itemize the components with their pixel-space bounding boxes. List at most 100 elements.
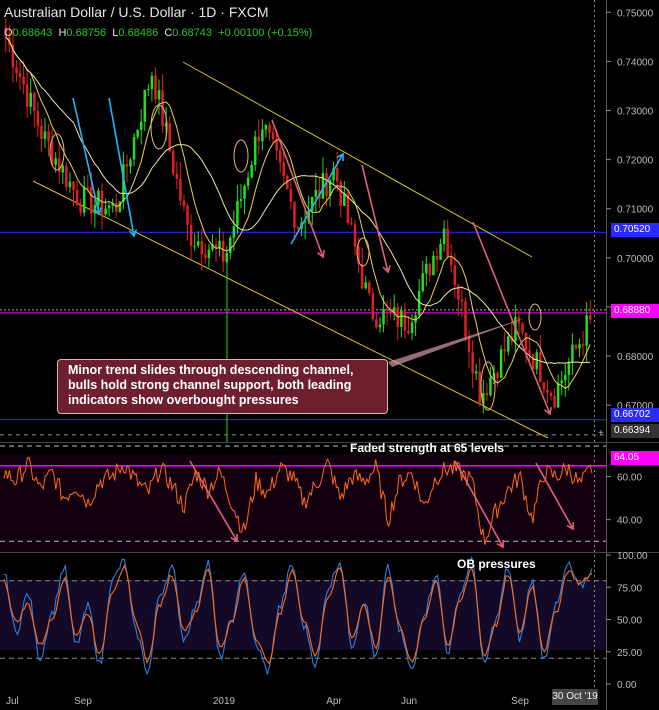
candle-body [136,129,139,137]
trend-arrow-head [336,152,344,162]
candle-body [18,73,22,77]
open-key: O [4,27,13,39]
rsi-value-tag: 64.05 [611,451,659,465]
candle-body [100,190,104,215]
candle-body [553,396,556,408]
chart-title: Australian Dollar / U.S. Dollar · 1D · F… [4,4,269,20]
candle-body [139,121,143,130]
candle-body [164,123,168,127]
channel-upper [182,61,533,258]
price-tick-label: 0.75000 [617,8,654,19]
trend-arrow-head [382,265,391,274]
trend-arrow [472,221,551,415]
candle-body [571,344,574,363]
candle-body [168,123,171,152]
candle-body [264,125,268,130]
candle-body [414,315,417,323]
candle-body [528,350,531,355]
candle-body [325,173,328,196]
candle-body [407,330,410,334]
candle-body [246,177,250,186]
candle-body [132,136,136,160]
high-key: H [58,27,67,39]
candle-body [250,164,253,178]
candle-body [143,90,147,122]
stoch-background [0,580,606,650]
trend-arrow [361,164,389,273]
candle-body [357,246,360,265]
candle-body [157,90,161,100]
candle-body [392,307,396,313]
rsi-arrow-head [566,521,575,531]
candle-body [161,90,164,127]
candle-body [61,165,65,173]
close-key: C [164,27,173,39]
candle-body [350,222,353,225]
candle-body [417,290,421,316]
candle-body [400,310,403,328]
candle-body [296,227,300,229]
candle-body [278,150,282,163]
candle-body [268,125,271,133]
trend-arrow-head [317,249,326,259]
time-axis: Jul Sep 2019 Apr Jun Sep [6,696,529,707]
candle-body [556,383,560,408]
stoch-annotation: OB pressures [457,557,536,571]
candle-body [189,224,193,246]
candle-body [567,362,571,375]
rsi-annotation: Faded strength at 65 levels [350,441,505,455]
stochastic-pane [0,555,606,676]
price-tick-label: 0.70000 [617,254,654,265]
candle-body [403,310,407,331]
candle-body [328,180,332,196]
candle-body [72,181,75,190]
candle-body [25,84,29,107]
candle-body [303,221,307,223]
crosshair-plus: + [598,428,604,439]
candle-body [118,201,122,212]
candle-body [129,159,132,167]
candle-body [207,249,211,258]
candle-body [332,168,335,181]
candle-body [574,344,578,349]
moving-average-line [5,36,591,390]
trend-arrow-head [93,207,102,216]
rsi-arrow [189,460,238,542]
candle-body [115,202,118,212]
candle-body [82,187,86,213]
candle-body [585,315,588,346]
candle-body [65,165,68,188]
candle-body [542,382,546,390]
highlight-ellipse [480,361,496,411]
analysis-note: Minor trend slides through descending ch… [57,359,388,414]
candle-body [15,67,18,74]
candle-body [364,282,367,289]
candle-body [200,241,204,255]
price-tick-label: 0.74000 [617,57,654,68]
time-tick-label: Sep [511,696,529,707]
current-price-tag: 0.68880 [611,304,659,318]
candle-body [496,372,499,378]
candle-body [179,178,182,201]
rsi-pane [0,445,659,553]
stoch-tick-label: 50.00 [617,616,642,627]
candle-body [410,322,414,334]
candle-body [211,244,214,250]
candle-body [339,181,343,206]
candle-body [335,168,339,182]
candles [4,18,592,414]
candle-body [175,173,179,179]
rsi-tick-label: 60.00 [617,473,642,484]
candle-body [564,374,567,381]
price-tick-label: 0.68000 [617,352,654,363]
candle-body [449,257,453,266]
candle-body [147,88,150,91]
candle-body [289,189,293,202]
candle-body [97,190,100,205]
candle-body [214,244,218,248]
candle-body [257,136,261,142]
candle-body [229,237,232,253]
trend-arrow-head [128,229,138,238]
candle-body [457,285,460,300]
